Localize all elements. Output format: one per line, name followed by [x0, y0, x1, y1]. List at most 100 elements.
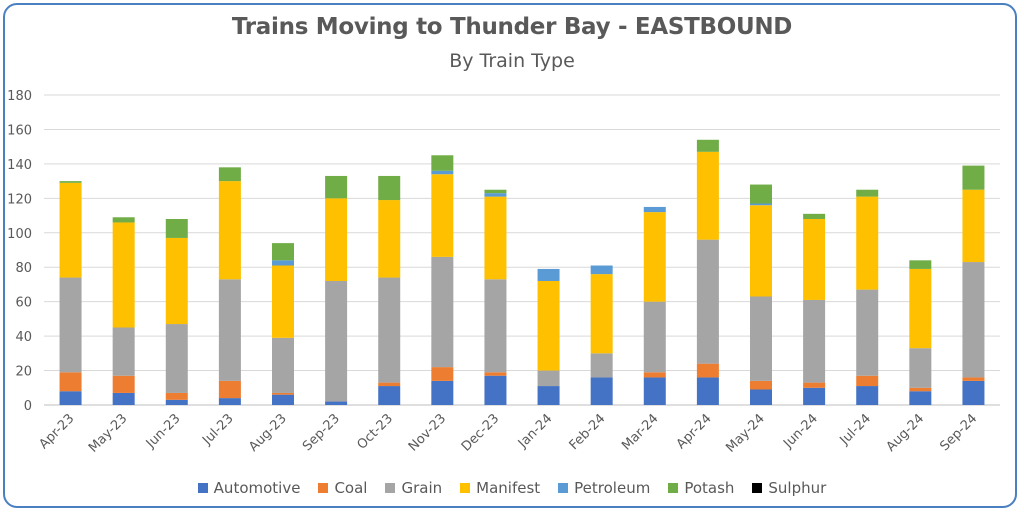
- bar-segment-manifest: [856, 196, 879, 290]
- bar-segment-potash: [272, 243, 294, 261]
- x-tick-label: Dec-23: [459, 411, 502, 454]
- bar-segment-potash: [696, 139, 719, 152]
- bar-segment-potash: [962, 165, 985, 190]
- bar-segment-manifest: [325, 198, 348, 281]
- bar-segment-coal: [165, 392, 188, 400]
- legend-swatch: [318, 483, 329, 493]
- legend-swatch: [752, 483, 763, 493]
- bar-segment-potash: [856, 189, 879, 197]
- x-tick-label: Oct-23: [355, 411, 397, 453]
- bar-segment-petroleum: [590, 265, 613, 275]
- bar-segment-coal: [909, 387, 932, 392]
- legend-item-coal: Coal: [318, 479, 367, 497]
- x-tick-label: Sep-23: [300, 411, 343, 454]
- bar-segment-automotive: [112, 392, 135, 405]
- legend-swatch: [558, 483, 569, 493]
- bar-segment-potash: [431, 155, 454, 171]
- bar-segment-automotive: [856, 386, 879, 405]
- x-tick-label: May-24: [723, 411, 767, 455]
- bar-segment-grain: [643, 301, 666, 373]
- bar-segment-potash: [484, 189, 507, 194]
- bar-segment-potash: [803, 213, 826, 219]
- x-tick-label: May-23: [86, 411, 130, 455]
- bar-segment-manifest: [272, 265, 294, 338]
- bar-segment-manifest: [112, 222, 135, 328]
- bar-segment-grain: [59, 277, 82, 373]
- bar-segment-grain: [325, 281, 348, 402]
- bar-segment-coal: [856, 375, 879, 387]
- bar-segment-manifest: [803, 219, 826, 300]
- bar-segment-potash: [909, 260, 932, 269]
- legend-label: Automotive: [213, 479, 301, 497]
- bar-segment-petroleum: [750, 203, 772, 206]
- bar-segment-coal: [378, 382, 401, 387]
- x-tick-label: Jul-24: [837, 411, 874, 448]
- bar-segment-manifest: [962, 189, 985, 263]
- bar-segment-potash: [325, 175, 348, 199]
- y-tick-label: 100: [7, 227, 32, 242]
- legend-swatch: [460, 483, 471, 493]
- bar-segment-manifest: [378, 200, 401, 278]
- bar-segment-coal: [696, 363, 719, 378]
- bar-segment-manifest: [696, 151, 719, 240]
- legend-label: Petroleum: [574, 479, 651, 497]
- x-tick-label: Sep-24: [937, 411, 980, 454]
- bar-segment-grain: [431, 256, 454, 368]
- bar-segment-automotive: [378, 386, 401, 405]
- legend-label: Potash: [684, 479, 735, 497]
- y-tick-label: 20: [15, 365, 32, 380]
- bar-segment-manifest: [643, 212, 666, 302]
- bar-segment-coal: [750, 380, 772, 390]
- x-tick-label: Mar-24: [619, 411, 661, 453]
- bar-segment-grain: [272, 337, 294, 393]
- x-tick-label: Jun-24: [780, 411, 821, 452]
- bar-segment-grain: [378, 277, 401, 383]
- bar-segment-coal: [112, 375, 135, 393]
- bar-segment-coal: [431, 367, 454, 381]
- legend-label: Sulphur: [768, 479, 827, 497]
- x-tick-label: Apr-23: [36, 411, 77, 452]
- bar-segment-petroleum: [431, 170, 454, 175]
- bar-segment-automotive: [59, 391, 82, 405]
- x-tick-label: Feb-24: [567, 411, 609, 453]
- y-tick-label: 160: [7, 123, 32, 138]
- bar-segment-grain: [165, 324, 188, 393]
- legend-swatch: [668, 483, 679, 493]
- legend-item-automotive: Automotive: [197, 479, 301, 497]
- bar-segment-coal: [218, 380, 241, 399]
- bar-segment-automotive: [590, 377, 613, 405]
- bar-segment-automotive: [431, 380, 454, 405]
- y-tick-label: 60: [15, 296, 32, 311]
- bar-segment-manifest: [165, 237, 188, 325]
- y-tick-label: 80: [15, 261, 32, 276]
- x-tick-label: Jan-24: [515, 411, 556, 452]
- x-tick-label: Jun-23: [143, 411, 184, 452]
- legend-item-petroleum: Petroleum: [558, 479, 650, 497]
- y-tick-label: 0: [24, 399, 32, 414]
- legend-item-sulphur: Sulphur: [752, 479, 826, 497]
- bar-segment-grain: [750, 296, 772, 381]
- bar-segment-petroleum: [484, 193, 507, 197]
- bar-segment-coal: [962, 377, 985, 381]
- x-tick-label: Nov-23: [406, 411, 449, 454]
- x-tick-label: Jul-23: [199, 411, 236, 448]
- legend-item-grain: Grain: [385, 479, 442, 497]
- bar-segment-automotive: [803, 387, 826, 405]
- bar-segment-automotive: [272, 394, 294, 405]
- bar-segment-grain: [590, 353, 613, 378]
- bar-segment-manifest: [431, 174, 454, 257]
- bar-segment-petroleum: [643, 206, 666, 213]
- bar-segment-manifest: [909, 268, 932, 349]
- bar-segment-automotive: [537, 386, 560, 405]
- bar-segment-automotive: [643, 377, 666, 405]
- bar-segment-grain: [112, 327, 135, 376]
- bar-segment-manifest: [750, 205, 772, 297]
- bar-segment-grain: [856, 289, 879, 376]
- bar-segment-grain: [696, 239, 719, 364]
- bar-segment-automotive: [696, 377, 719, 405]
- y-tick-label: 140: [7, 158, 32, 173]
- x-tick-label: Aug-23: [246, 411, 290, 455]
- bar-segment-potash: [112, 217, 135, 223]
- bar-segment-coal: [59, 372, 82, 392]
